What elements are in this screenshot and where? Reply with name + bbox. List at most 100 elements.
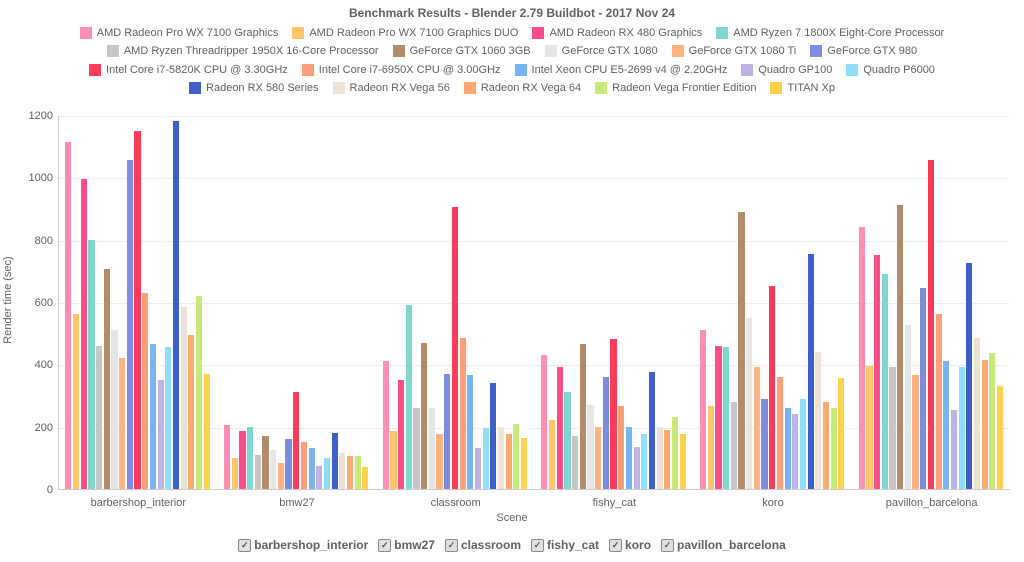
bar[interactable] <box>255 455 261 489</box>
legend-item[interactable]: Radeon RX Vega 56 <box>333 81 450 95</box>
bar[interactable] <box>309 448 315 489</box>
bar[interactable] <box>398 380 404 489</box>
bar[interactable] <box>580 344 586 489</box>
scene-filter-item[interactable]: barbershop_interior <box>238 538 368 552</box>
bar[interactable] <box>270 450 276 489</box>
bar[interactable] <box>383 361 389 489</box>
bar[interactable] <box>81 179 87 489</box>
bar[interactable] <box>224 425 230 489</box>
bar[interactable] <box>557 367 563 489</box>
bar[interactable] <box>332 433 338 489</box>
bar[interactable] <box>966 263 972 489</box>
bar[interactable] <box>247 427 253 489</box>
bar[interactable] <box>452 207 458 489</box>
bar[interactable] <box>362 467 368 489</box>
bar[interactable] <box>390 431 396 489</box>
legend-item[interactable]: Radeon Vega Frontier Edition <box>595 81 756 95</box>
bar[interactable] <box>521 438 527 489</box>
checkbox-icon[interactable] <box>531 539 544 552</box>
bar[interactable] <box>119 358 125 489</box>
bar[interactable] <box>800 399 806 489</box>
bar[interactable] <box>104 269 110 489</box>
scene-filter-item[interactable]: classroom <box>445 538 521 552</box>
bar[interactable] <box>603 377 609 489</box>
bar[interactable] <box>73 314 79 489</box>
bar[interactable] <box>165 347 171 489</box>
bar[interactable] <box>285 439 291 489</box>
bar[interactable] <box>777 377 783 489</box>
bar[interactable] <box>506 434 512 489</box>
bar[interactable] <box>928 160 934 489</box>
legend-item[interactable]: Radeon RX Vega 64 <box>464 81 581 95</box>
bar[interactable] <box>610 339 616 489</box>
bar[interactable] <box>912 375 918 489</box>
bar[interactable] <box>754 367 760 489</box>
bar[interactable] <box>866 366 872 489</box>
legend-item[interactable]: Intel Core i7-5820K CPU @ 3.30GHz <box>89 63 288 77</box>
bar[interactable] <box>664 430 670 489</box>
scene-filter-item[interactable]: bmw27 <box>378 538 435 552</box>
bar[interactable] <box>680 434 686 489</box>
bar[interactable] <box>626 427 632 489</box>
bar[interactable] <box>134 131 140 489</box>
bar[interactable] <box>982 360 988 489</box>
bar[interactable] <box>421 343 427 489</box>
scene-filter-item[interactable]: koro <box>609 538 651 552</box>
bar[interactable] <box>173 121 179 489</box>
bar[interactable] <box>874 255 880 489</box>
bar[interactable] <box>293 392 299 489</box>
bar[interactable] <box>429 408 435 489</box>
legend-item[interactable]: Radeon RX 580 Series <box>189 81 319 95</box>
legend-item[interactable]: TITAN Xp <box>770 81 834 95</box>
legend-item[interactable]: GeForce GTX 980 <box>810 44 917 58</box>
legend-item[interactable]: Quadro P6000 <box>846 63 935 77</box>
bar[interactable] <box>649 372 655 489</box>
bar[interactable] <box>96 346 102 489</box>
bar[interactable] <box>897 205 903 489</box>
bar[interactable] <box>413 408 419 489</box>
checkbox-icon[interactable] <box>661 539 674 552</box>
bar[interactable] <box>188 335 194 489</box>
bar[interactable] <box>498 427 504 489</box>
scene-filter-item[interactable]: fishy_cat <box>531 538 599 552</box>
legend-item[interactable]: Intel Core i7-6950X CPU @ 3.00GHz <box>302 63 501 77</box>
legend-item[interactable]: Quadro GP100 <box>741 63 832 77</box>
legend-item[interactable]: GeForce GTX 1080 <box>545 44 658 58</box>
bar[interactable] <box>785 408 791 489</box>
bar[interactable] <box>657 427 663 489</box>
bar[interactable] <box>882 274 888 489</box>
bar[interactable] <box>859 227 865 489</box>
bar[interactable] <box>936 314 942 489</box>
bar[interactable] <box>815 352 821 489</box>
bar[interactable] <box>316 466 322 489</box>
scene-filter-item[interactable]: pavillon_barcelona <box>661 538 786 552</box>
bar[interactable] <box>324 458 330 489</box>
bar[interactable] <box>355 456 361 489</box>
bar[interactable] <box>761 399 767 489</box>
bar[interactable] <box>905 325 911 489</box>
bar[interactable] <box>715 346 721 489</box>
bar[interactable] <box>111 330 117 489</box>
checkbox-icon[interactable] <box>238 539 251 552</box>
bar[interactable] <box>347 456 353 489</box>
bar[interactable] <box>974 338 980 489</box>
bar[interactable] <box>127 160 133 489</box>
bar[interactable] <box>792 414 798 489</box>
bar[interactable] <box>65 142 71 490</box>
bar[interactable] <box>587 405 593 489</box>
bar[interactable] <box>564 392 570 489</box>
bar[interactable] <box>467 375 473 489</box>
bar[interactable] <box>723 347 729 489</box>
bar[interactable] <box>989 353 995 489</box>
bar[interactable] <box>204 374 210 489</box>
bar[interactable] <box>738 212 744 489</box>
bar[interactable] <box>889 367 895 489</box>
bar[interactable] <box>142 293 148 489</box>
bar[interactable] <box>672 417 678 489</box>
bar[interactable] <box>406 305 412 489</box>
bar[interactable] <box>301 442 307 489</box>
legend-item[interactable]: GeForce GTX 1080 Ti <box>672 44 797 58</box>
checkbox-icon[interactable] <box>445 539 458 552</box>
bar[interactable] <box>88 240 94 489</box>
bar[interactable] <box>483 428 489 489</box>
